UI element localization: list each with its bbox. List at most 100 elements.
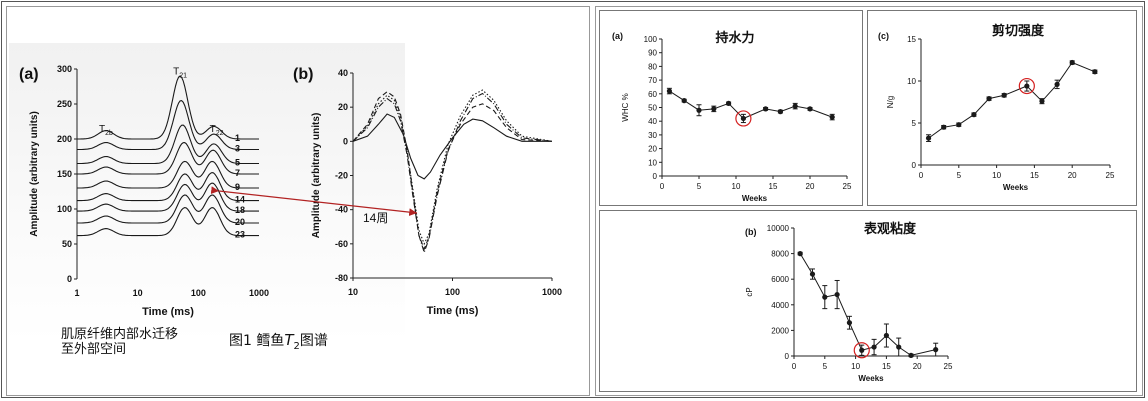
x-tick-label: 1000 [542,287,562,297]
panel-label: (a) [19,66,39,83]
y-tick-label: 2000 [771,326,789,335]
y-tick-label: 10 [648,158,657,167]
data-point [809,271,816,277]
peak-label: T21 [173,67,187,80]
series-label: 18 [235,205,245,215]
data-point [941,124,947,130]
left-note: 肌原纤维内部水迁移 至外部空间 [61,327,178,357]
x-tick-label: 0 [919,171,924,180]
y-tick-label: 0 [343,136,348,146]
data-point [696,107,702,113]
x-axis-label: Time (ms) [427,305,479,317]
x-tick-label: 20 [913,362,922,371]
x-tick-label: 100 [191,288,206,298]
panel-label: (a) [612,31,623,41]
y-tick-label: 0 [785,352,790,361]
shear-chart: 0 5 10 15 0 5 10 15 20 25 Weeks N/g (c) 剪切强度 [878,23,1115,192]
x-tick-label: 0 [792,362,797,371]
shear-panel: 0 5 10 15 0 5 10 15 20 25 Weeks N/g (c) 剪切强度 [867,10,1137,206]
peak-label-sub: 22 [216,130,224,137]
highlight-circle [735,110,752,127]
x-axis-label: Weeks [742,194,768,203]
series-label: 1 [235,133,240,143]
y-tick-label: 40 [648,117,657,126]
y-tick-label: 0 [912,161,917,170]
y-tick-label: 20 [648,145,657,154]
data-point [763,106,769,112]
panel-label: (c) [878,31,889,41]
y-axis-label: WHC % [621,93,630,121]
x-axis-label: Time (ms) [142,306,194,318]
series-label: 14 [235,195,245,205]
data-point [1024,83,1030,89]
data-point [859,347,865,353]
data-point [846,320,853,326]
data-point [1054,81,1060,87]
y-tick-label: -20 [335,171,348,181]
data-point [986,96,992,102]
series-curve [352,91,553,251]
t2-derivative-chart: -80 -60 -40 -20 0 20 40 10 100 1000 Time (ms) Ampli… [293,66,562,317]
viscosity-panel: 0 2000 4000 6000 8000 10000 0 5 10 15 20 25 Weeks cP (… [599,210,1137,392]
data-point [740,115,746,122]
highlight-circle [853,342,870,359]
series-curve [77,207,259,237]
y-tick-label: 100 [57,204,72,214]
series-curve [77,194,259,224]
y-tick-label: 300 [57,64,72,74]
x-tick-label: 15 [769,182,778,191]
x-tick-label: 10 [348,287,358,297]
data-point [666,88,672,94]
data-point [726,100,732,106]
x-tick-label: 25 [944,362,953,371]
left-note-line1: 肌原纤维内部水迁移 [61,327,179,342]
data-point [1001,92,1007,98]
x-tick-label: 1 [74,288,79,298]
x-tick-label: 5 [823,362,828,371]
y-tick-label: 10 [907,77,916,86]
x-tick-label: 25 [1106,171,1115,180]
series-curve [77,124,259,165]
y-tick-label: 250 [57,99,72,109]
data-point [956,122,962,128]
y-tick-label: 20 [338,102,348,112]
y-tick-label: 150 [57,169,72,179]
y-tick-label: 60 [648,90,657,99]
data-point [797,251,803,257]
data-point [829,114,835,120]
y-tick-label: 6000 [771,275,789,284]
y-axis-label: Amplitude (arbitrary units) [311,113,322,239]
series-label: 7 [235,168,240,178]
y-tick-label: 30 [648,131,657,140]
whc-chart: 0 10 20 30 40 50 60 70 80 90 100 0 5 10 15 20 25 Weeks WHC… [612,30,852,203]
y-tick-label: 90 [648,49,657,58]
data-point [896,344,902,350]
y-tick-label: 4000 [771,301,789,310]
x-axis-label: Weeks [858,374,884,383]
y-tick-label: -60 [335,239,348,249]
arrow-line [210,186,418,217]
data-point [711,106,717,112]
x-tick-label: 0 [660,182,665,191]
series-label: 9 [235,182,240,192]
viscosity-chart: 0 2000 4000 6000 8000 10000 0 5 10 15 20 25 Weeks cP (… [745,221,953,383]
x-tick-label: 10 [133,288,143,298]
t2-spectra-svg: 0 50 100 150 200 250 300 1 10 100 1000 Time (ms) Amp… [19,64,562,318]
y-tick-label: 100 [644,35,658,44]
x-tick-label: 15 [882,362,891,371]
x-tick-label: 10 [992,171,1001,180]
left-note-line2: 至外部空间 [61,342,127,357]
data-point [834,291,840,298]
figure-sub: 2 [293,340,300,352]
highlight-circle [1018,77,1035,95]
whc-panel: 0 10 20 30 40 50 60 70 80 90 100 0 5 10 15 20 25 Weeks WHC… [599,10,863,206]
arrow-label: 14周 [363,211,388,225]
y-tick-label: 200 [57,134,72,144]
y-tick-label: 50 [62,239,72,249]
series-curve [77,142,259,175]
series-label: 23 [235,230,245,240]
x-tick-label: 5 [957,171,962,180]
data-point [1039,98,1045,104]
data-point [933,347,939,353]
